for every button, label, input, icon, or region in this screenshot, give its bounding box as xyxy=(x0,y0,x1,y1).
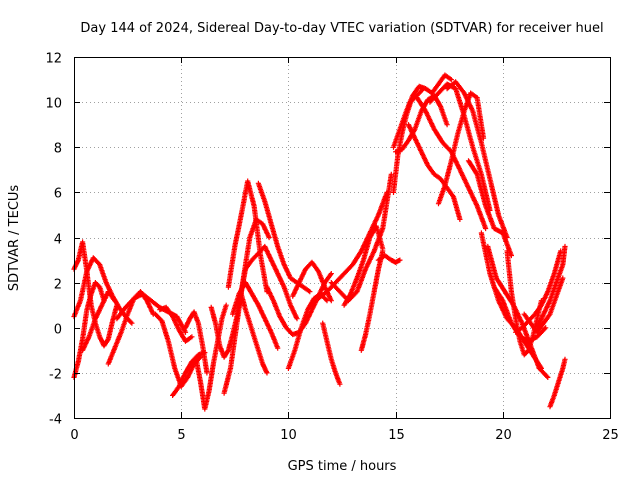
y-tick-label: 0 xyxy=(54,323,62,338)
x-axis-title: GPS time / hours xyxy=(288,459,397,474)
data-series-arc-9 xyxy=(170,350,208,398)
data-series-arc-40 xyxy=(504,248,544,358)
data-series-arc-10 xyxy=(182,309,210,376)
data-series-arc-38 xyxy=(485,243,551,380)
data-series-arc-15 xyxy=(230,280,281,351)
x-tick-label: 10 xyxy=(280,428,297,443)
data-point-markers xyxy=(444,79,510,241)
data-point-markers xyxy=(547,356,568,410)
data-points xyxy=(71,72,568,412)
data-point-markers xyxy=(157,304,195,344)
y-tick-label: -2 xyxy=(49,368,62,383)
data-series-arc-16 xyxy=(238,291,270,376)
data-point-markers xyxy=(182,309,210,376)
data-point-markers xyxy=(242,243,300,322)
grid-lines xyxy=(74,57,610,418)
data-series-arc-22 xyxy=(320,320,343,387)
data-point-markers xyxy=(504,248,544,358)
data-point-markers xyxy=(375,252,403,265)
x-tick-label: 5 xyxy=(177,428,185,443)
data-series-arc-27 xyxy=(375,252,403,265)
data-series-arc-36 xyxy=(465,158,514,259)
data-point-markers xyxy=(320,320,343,387)
data-series-arc-14 xyxy=(225,178,270,295)
data-point-markers xyxy=(405,122,463,222)
data-point-markers xyxy=(513,248,564,335)
y-tick-label: 12 xyxy=(45,52,62,67)
data-point-markers xyxy=(238,291,270,376)
y-tick-label: 10 xyxy=(45,97,62,112)
data-point-markers xyxy=(534,243,568,331)
y-axis-title: SDTVAR / TECUs xyxy=(7,185,22,292)
data-point-markers xyxy=(114,291,189,335)
data-series-arc-44 xyxy=(547,356,568,410)
data-series-arc-23 xyxy=(315,189,390,301)
data-point-markers xyxy=(80,289,118,353)
x-tick-label: 0 xyxy=(70,428,78,443)
x-tick-label: 20 xyxy=(495,428,512,443)
data-series-arc-25 xyxy=(341,223,386,308)
data-point-markers xyxy=(390,72,454,150)
data-series-arc-4 xyxy=(80,289,118,353)
data-series-arc-35 xyxy=(444,79,510,241)
x-tick-label: 15 xyxy=(388,428,405,443)
data-series-arc-18 xyxy=(242,243,300,322)
data-series-arc-42 xyxy=(521,275,566,335)
data-series-arc-29 xyxy=(390,72,454,150)
data-series-arc-2 xyxy=(71,280,107,380)
y-tick-label: 2 xyxy=(54,278,62,293)
data-point-markers xyxy=(521,275,566,335)
data-point-markers xyxy=(170,350,208,398)
data-point-markers xyxy=(71,280,107,380)
data-series-arc-41 xyxy=(513,248,564,335)
data-point-markers xyxy=(485,243,551,380)
data-series-arc-6 xyxy=(114,291,189,335)
data-point-markers xyxy=(225,178,270,295)
data-series-arc-24 xyxy=(328,171,394,304)
data-point-markers xyxy=(427,81,493,213)
data-point-markers xyxy=(465,158,514,259)
y-tick-label: 8 xyxy=(54,142,62,157)
data-point-markers xyxy=(315,189,390,301)
data-series-arc-8 xyxy=(157,304,195,344)
data-series-arc-43 xyxy=(534,243,568,331)
data-point-markers xyxy=(230,280,281,351)
y-tick-label: 6 xyxy=(54,187,62,202)
chart-title: Day 144 of 2024, Sidereal Day-to-day VTE… xyxy=(80,21,603,36)
data-point-markers xyxy=(328,171,394,304)
y-tick-label: -4 xyxy=(49,413,62,428)
data-series-arc-33 xyxy=(427,81,493,213)
axis-ticks: 0 5 10 15 20 25 -4 -2 0 2 4 6 8 10 12 xyxy=(45,52,618,444)
data-point-markers xyxy=(341,223,386,308)
data-series-arc-31 xyxy=(405,122,463,222)
y-tick-label: 4 xyxy=(54,233,62,248)
x-tick-label: 25 xyxy=(602,428,619,443)
